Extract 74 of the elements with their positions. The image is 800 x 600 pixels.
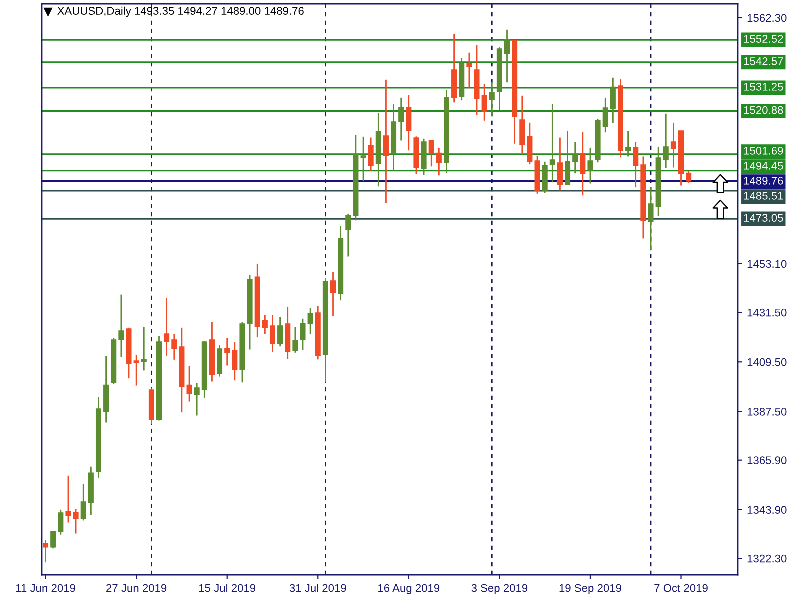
candlestick <box>346 213 352 258</box>
candlestick <box>186 365 192 402</box>
candlestick <box>134 354 140 386</box>
candlestick <box>633 141 639 188</box>
candlestick <box>224 337 230 366</box>
candlestick <box>436 147 442 176</box>
candlestick <box>300 318 306 351</box>
candlestick <box>383 79 389 204</box>
candlestick <box>602 97 608 134</box>
candlestick <box>580 131 586 196</box>
candlestick <box>398 97 404 142</box>
ref-line-label: 1473.05 <box>744 214 784 222</box>
ref-line-label: 1542.57 <box>744 58 784 66</box>
y-tick-label: 1365.90 <box>748 456 787 464</box>
candlestick <box>466 52 472 88</box>
y-tick-label: 1322.30 <box>748 554 787 563</box>
candlestick <box>663 113 669 169</box>
candlestick <box>172 333 178 361</box>
x-tick-label: 7 Oct 2019 <box>654 584 708 592</box>
ref-line-label: 1531.25 <box>744 83 784 91</box>
candlestick <box>428 139 434 168</box>
y-tick-label: 1387.50 <box>748 408 787 416</box>
candlestick <box>588 147 594 184</box>
candlestick <box>270 314 276 353</box>
y-tick-label: 1431.50 <box>748 308 787 317</box>
candlestick <box>292 326 298 354</box>
candlestick <box>565 130 571 186</box>
candlestick <box>610 77 616 124</box>
candlestick <box>66 475 72 524</box>
ref-line-label: 1520.88 <box>744 106 784 114</box>
candlestick <box>572 141 578 174</box>
x-tick-label: 11 Jun 2019 <box>16 584 76 592</box>
chart-title: XAUUSD,Daily 1493.35 1494.27 1489.00 1489.76 <box>58 6 304 18</box>
candlestick <box>670 122 676 168</box>
ref-line-label: 1489.76 <box>744 177 784 185</box>
candlestick <box>330 271 336 317</box>
candlestick <box>80 483 86 522</box>
y-tick-label: 1453.10 <box>748 260 787 268</box>
y-tick-label: 1343.90 <box>748 506 787 514</box>
candlestick <box>626 130 632 158</box>
candlestick <box>504 29 510 84</box>
candlestick <box>58 509 64 536</box>
candlestick <box>406 94 412 152</box>
candlestick <box>141 326 147 372</box>
x-tick-label: 3 Sep 2019 <box>472 584 528 594</box>
candlestick <box>489 81 495 117</box>
candlestick <box>164 297 170 357</box>
candlestick <box>557 137 563 192</box>
candlestick <box>308 307 314 335</box>
candlestick <box>482 83 488 122</box>
candlestick <box>43 539 49 564</box>
y-tick-label: 1562.30 <box>748 14 787 22</box>
x-tick-label: 15 Jul 2019 <box>199 584 256 592</box>
ref-line-label: 1494.45 <box>744 162 784 170</box>
candlestick <box>648 186 654 252</box>
candlestick <box>118 294 124 358</box>
x-tick-label: 27 Jun 2019 <box>106 584 167 592</box>
x-tick-label: 31 Jul 2019 <box>290 584 346 592</box>
ref-line-label: 1485.51 <box>744 192 784 200</box>
y-tick-label: 1409.50 <box>748 358 787 366</box>
ref-line-label: 1552.52 <box>744 35 784 43</box>
candlestick <box>360 136 366 182</box>
candlestick <box>232 342 238 382</box>
candlestick <box>278 316 284 348</box>
candlestick <box>194 382 200 416</box>
ref-line-label: 1501.69 <box>744 147 784 155</box>
candlestick <box>550 103 556 184</box>
x-tick-label: 16 Aug 2019 <box>378 584 440 594</box>
candlestick <box>73 508 79 534</box>
x-tick-label: 19 Sep 2019 <box>560 584 622 594</box>
candlestick <box>368 137 374 172</box>
candlestick <box>262 314 268 335</box>
candlestick <box>50 530 56 550</box>
candlestick <box>686 170 692 184</box>
